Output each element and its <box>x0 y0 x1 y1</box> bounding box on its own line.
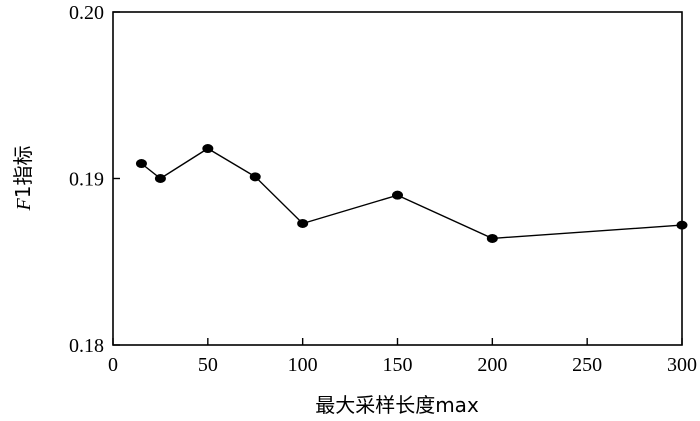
data-point <box>486 233 498 243</box>
x-axis-ticks: 0 50 100 150 200 250 300 <box>108 338 697 376</box>
data-point <box>297 218 309 228</box>
y-axis-label-rest: 1指标 <box>11 146 35 199</box>
y-axis-label-italic: F <box>13 197 35 211</box>
x-tick-label: 200 <box>477 354 507 376</box>
data-point <box>202 144 214 154</box>
series-line <box>140 147 683 240</box>
x-axis-label: 最大采样长度max <box>315 393 479 417</box>
series-layer <box>135 144 688 243</box>
x-tick-label: 150 <box>383 354 413 376</box>
data-point <box>135 159 147 169</box>
y-tick-label: 0.19 <box>69 169 104 191</box>
y-tick-label: 0.18 <box>69 335 104 357</box>
x-tick-label: 50 <box>198 354 218 376</box>
x-tick-label: 0 <box>108 354 118 376</box>
x-tick-label: 250 <box>572 354 602 376</box>
y-axis-label: F1指标 <box>11 146 35 212</box>
data-point <box>249 172 261 182</box>
data-point <box>392 190 403 200</box>
plot-frame <box>112 11 683 346</box>
x-tick-label: 100 <box>288 354 318 376</box>
y-axis-ticks: 0.18 0.19 0.20 <box>69 2 120 357</box>
data-point <box>154 174 166 183</box>
y-tick-label: 0.20 <box>69 2 104 24</box>
data-point <box>676 220 688 230</box>
x-tick-label: 300 <box>667 354 697 376</box>
